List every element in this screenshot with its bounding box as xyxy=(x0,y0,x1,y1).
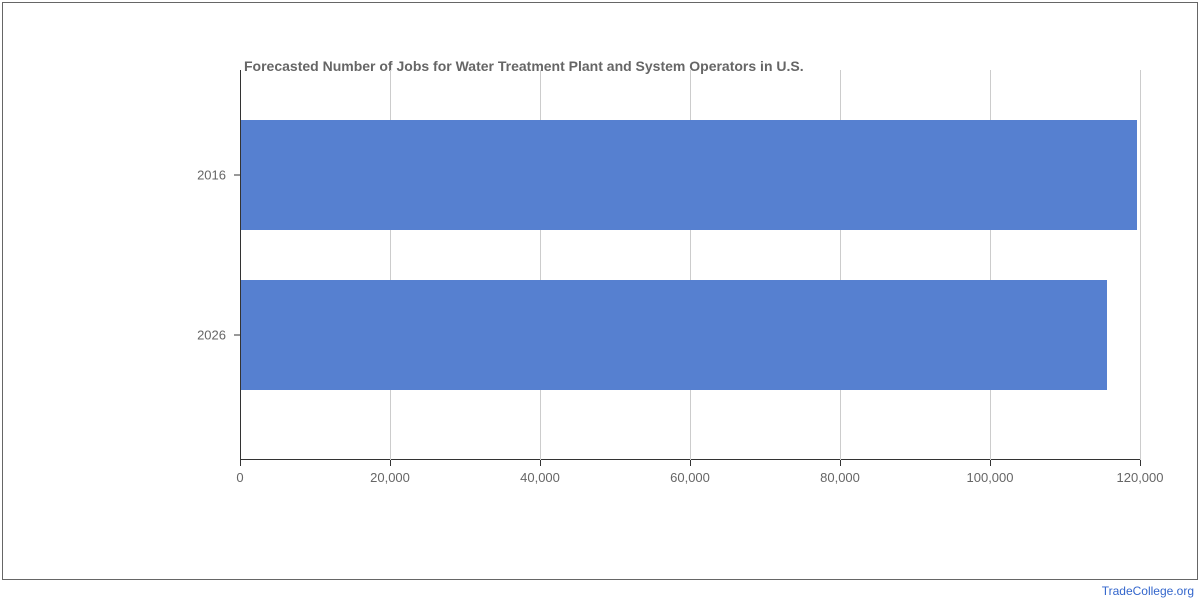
y-tick xyxy=(234,175,240,176)
x-axis-label: 20,000 xyxy=(370,470,410,485)
y-axis-label: 2026 xyxy=(197,328,226,343)
x-tick xyxy=(540,460,541,466)
y-axis-label: 2016 xyxy=(197,168,226,183)
plot-area: 020,00040,00060,00080,000100,000120,0002… xyxy=(240,70,1140,460)
x-tick xyxy=(390,460,391,466)
grid-line xyxy=(1140,70,1141,460)
x-tick xyxy=(990,460,991,466)
x-axis-label: 0 xyxy=(236,470,243,485)
bar xyxy=(241,120,1137,230)
y-tick xyxy=(234,335,240,336)
x-tick xyxy=(240,460,241,466)
x-axis-label: 120,000 xyxy=(1117,470,1164,485)
x-axis-label: 40,000 xyxy=(520,470,560,485)
x-axis-label: 80,000 xyxy=(820,470,860,485)
x-tick xyxy=(1140,460,1141,466)
attribution-link[interactable]: TradeCollege.org xyxy=(1102,584,1194,598)
x-axis-label: 60,000 xyxy=(670,470,710,485)
x-tick xyxy=(840,460,841,466)
x-tick xyxy=(690,460,691,466)
x-axis-label: 100,000 xyxy=(967,470,1014,485)
bar xyxy=(241,280,1107,390)
